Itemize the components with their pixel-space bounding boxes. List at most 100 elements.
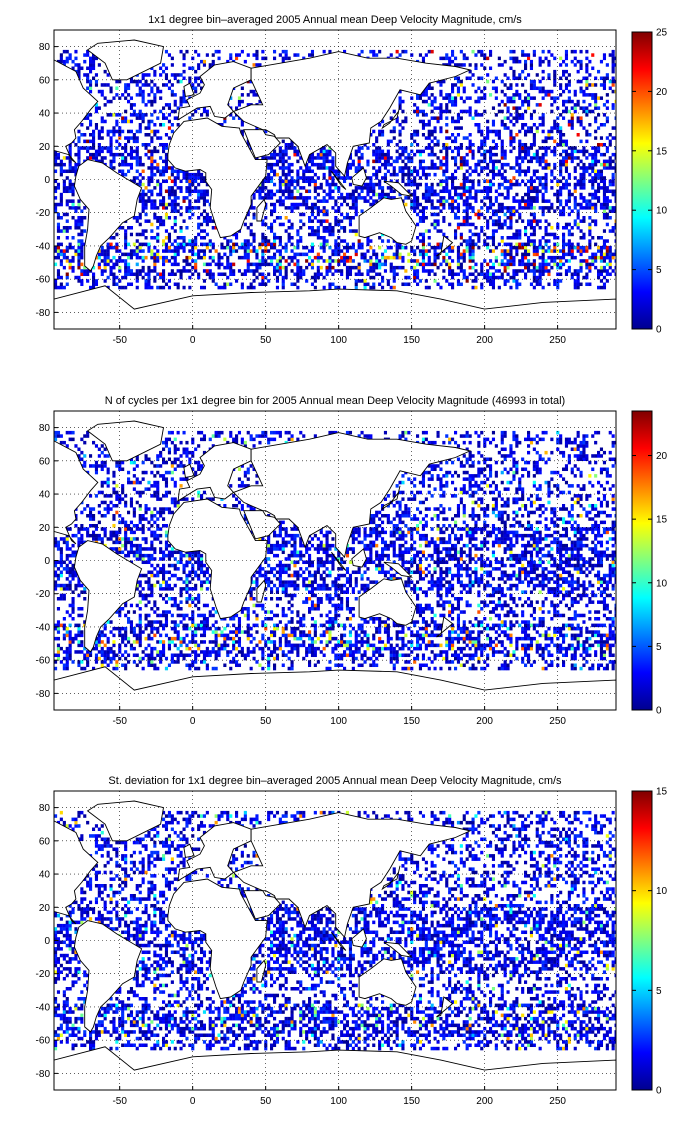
- heatmap-cell: [147, 149, 151, 154]
- heatmap-cell: [97, 262, 101, 267]
- heatmap-cell: [430, 222, 434, 227]
- heatmap-cell: [529, 96, 534, 100]
- heatmap-cell: [421, 252, 426, 257]
- heatmap-cell: [345, 272, 350, 277]
- heatmap-cell: [541, 156, 545, 160]
- heatmap-cell: [86, 139, 90, 144]
- heatmap-cell: [322, 166, 326, 170]
- heatmap-cell: [497, 206, 501, 210]
- heatmap-cell: [205, 272, 209, 277]
- heatmap-cell: [594, 119, 598, 124]
- heatmap-cell: [445, 53, 449, 57]
- heatmap-cell: [170, 109, 174, 114]
- heatmap-cell: [395, 143, 399, 147]
- heatmap-cell: [471, 279, 475, 283]
- heatmap-cell: [597, 176, 601, 180]
- heatmap-cell: [381, 279, 385, 283]
- heatmap-cell: [541, 76, 545, 81]
- heatmap-cell: [605, 249, 609, 253]
- heatmap-cell: [605, 202, 609, 207]
- heatmap-cell: [287, 146, 291, 150]
- heatmap-cell: [579, 202, 583, 207]
- heatmap-cell: [448, 192, 452, 197]
- heatmap-cell: [153, 109, 157, 114]
- heatmap-cell: [150, 249, 154, 253]
- heatmap-cell: [480, 133, 484, 137]
- heatmap-cell: [436, 119, 440, 124]
- heatmap-cell: [135, 129, 139, 134]
- heatmap-cell: [512, 232, 516, 237]
- heatmap-cell: [246, 650, 250, 654]
- heatmap-cell: [562, 249, 566, 253]
- heatmap-cell: [436, 79, 440, 84]
- heatmap-cell: [135, 216, 139, 220]
- heatmap-cell: [127, 252, 131, 257]
- heatmap-cell: [71, 259, 75, 263]
- heatmap-cell: [398, 146, 402, 150]
- heatmap-cell: [97, 63, 101, 67]
- heatmap-cell: [334, 202, 338, 207]
- heatmap-cell: [427, 196, 431, 200]
- heatmap-cell: [524, 143, 528, 147]
- heatmap-cell: [264, 282, 268, 287]
- heatmap-cell: [500, 666, 504, 671]
- heatmap-cell: [594, 106, 598, 110]
- heatmap-cell: [290, 192, 294, 197]
- heatmap-cell: [550, 53, 554, 57]
- heatmap-cell: [515, 249, 519, 253]
- heatmap-cell: [416, 113, 420, 117]
- heatmap-cell: [524, 245, 528, 250]
- heatmap-cell: [418, 152, 423, 157]
- heatmap-cell: [156, 206, 160, 210]
- heatmap-cell: [205, 192, 209, 197]
- heatmap-cell: [290, 202, 294, 207]
- heatmap-cell: [424, 279, 428, 283]
- heatmap-cell: [503, 176, 507, 180]
- heatmap-cell: [605, 255, 609, 260]
- heatmap-cell: [462, 189, 466, 194]
- heatmap-cell: [322, 653, 326, 658]
- heatmap-cell: [541, 69, 545, 74]
- heatmap-cell: [602, 86, 607, 91]
- heatmap-cell: [579, 119, 583, 124]
- heatmap-cell: [103, 83, 107, 87]
- heatmap-cell: [261, 255, 265, 260]
- heatmap-cell: [68, 650, 72, 654]
- heatmap-cell: [494, 152, 498, 157]
- heatmap-cell: [413, 660, 417, 664]
- heatmap-cell: [281, 172, 285, 177]
- heatmap-cell: [214, 666, 218, 671]
- heatmap-cell: [270, 196, 274, 200]
- heatmap-cell: [167, 126, 172, 130]
- heatmap-cell: [547, 129, 551, 134]
- heatmap-cell: [553, 73, 557, 77]
- heatmap-cell: [579, 653, 583, 658]
- heatmap-cell: [138, 86, 142, 91]
- heatmap-cell: [287, 262, 291, 267]
- heatmap-cell: [281, 663, 285, 668]
- heatmap-cell: [124, 83, 128, 87]
- heatmap-cell: [567, 265, 571, 270]
- heatmap-cell: [611, 166, 615, 170]
- heatmap-cell: [173, 209, 177, 213]
- heatmap-cell: [416, 129, 420, 134]
- heatmap-cell: [582, 186, 586, 190]
- heatmap-cell: [197, 83, 201, 87]
- heatmap-cell: [389, 285, 393, 290]
- heatmap-cell: [313, 156, 317, 160]
- heatmap-cell: [591, 83, 595, 87]
- heatmap-cell: [459, 83, 463, 87]
- heatmap-cell: [223, 272, 227, 277]
- heatmap-cell: [223, 119, 227, 124]
- heatmap-cell: [454, 159, 458, 164]
- heatmap-cell: [369, 202, 373, 207]
- heatmap-cell: [544, 149, 548, 154]
- heatmap-cell: [287, 219, 291, 223]
- heatmap-cell: [153, 159, 157, 164]
- heatmap-cell: [284, 196, 288, 200]
- heatmap-cell: [527, 656, 531, 661]
- heatmap-cell: [465, 189, 469, 194]
- heatmap-cell: [129, 76, 134, 81]
- heatmap-cell: [518, 156, 522, 160]
- heatmap-cell: [512, 209, 516, 213]
